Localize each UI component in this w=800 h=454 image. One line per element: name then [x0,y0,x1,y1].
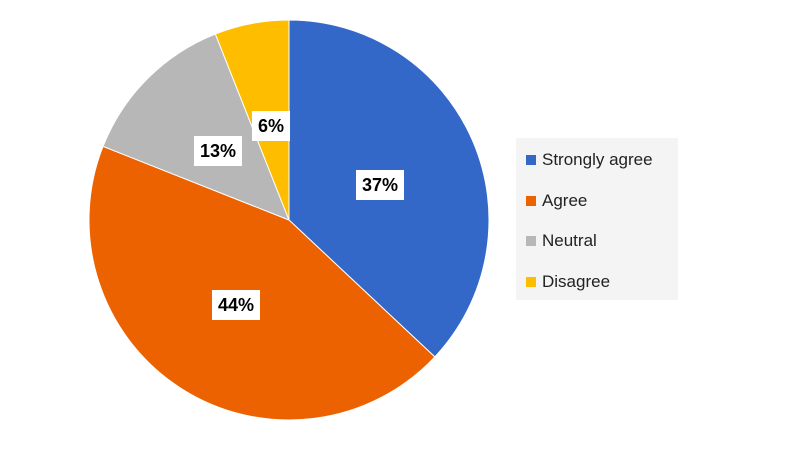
legend-label: Strongly agree [542,150,653,169]
legend-swatch [526,195,536,206]
data-label-text: 6% [258,116,284,136]
data-label-box [355,170,405,200]
data-label-box [193,136,243,166]
legend-item-neutral: Neutral [526,231,678,251]
data-label-text: 44% [218,295,254,315]
data-label-box [251,111,291,141]
legend-item-disagree: Disagree [526,272,678,292]
legend-swatch [526,155,536,165]
legend-label: Agree [542,190,588,210]
pie-slice-agree [88,145,436,421]
data-label-agree: 44% [211,290,261,320]
data-label-disagree: 6% [251,111,291,141]
legend-item-agree: Agree [526,191,678,211]
data-label-text: 13% [200,141,236,161]
legend-label: Neutral [542,231,597,250]
legend-swatch [526,276,536,287]
legend: Strongly agree Agree Neutral Disagree [516,138,678,300]
pie-data-labels: 37% 44% 13% 6% [193,111,405,320]
data-label-strongly-agree: 37% [355,170,405,200]
data-label-neutral: 13% [193,136,243,166]
data-label-box [211,290,261,320]
pie-slices [88,19,490,421]
pie-slice-neutral [102,33,290,221]
legend-swatch [526,236,536,246]
legend-label: Disagree [542,271,611,291]
data-label-text: 37% [362,175,398,195]
legend-item-strongly-agree: Strongly agree [526,150,678,170]
